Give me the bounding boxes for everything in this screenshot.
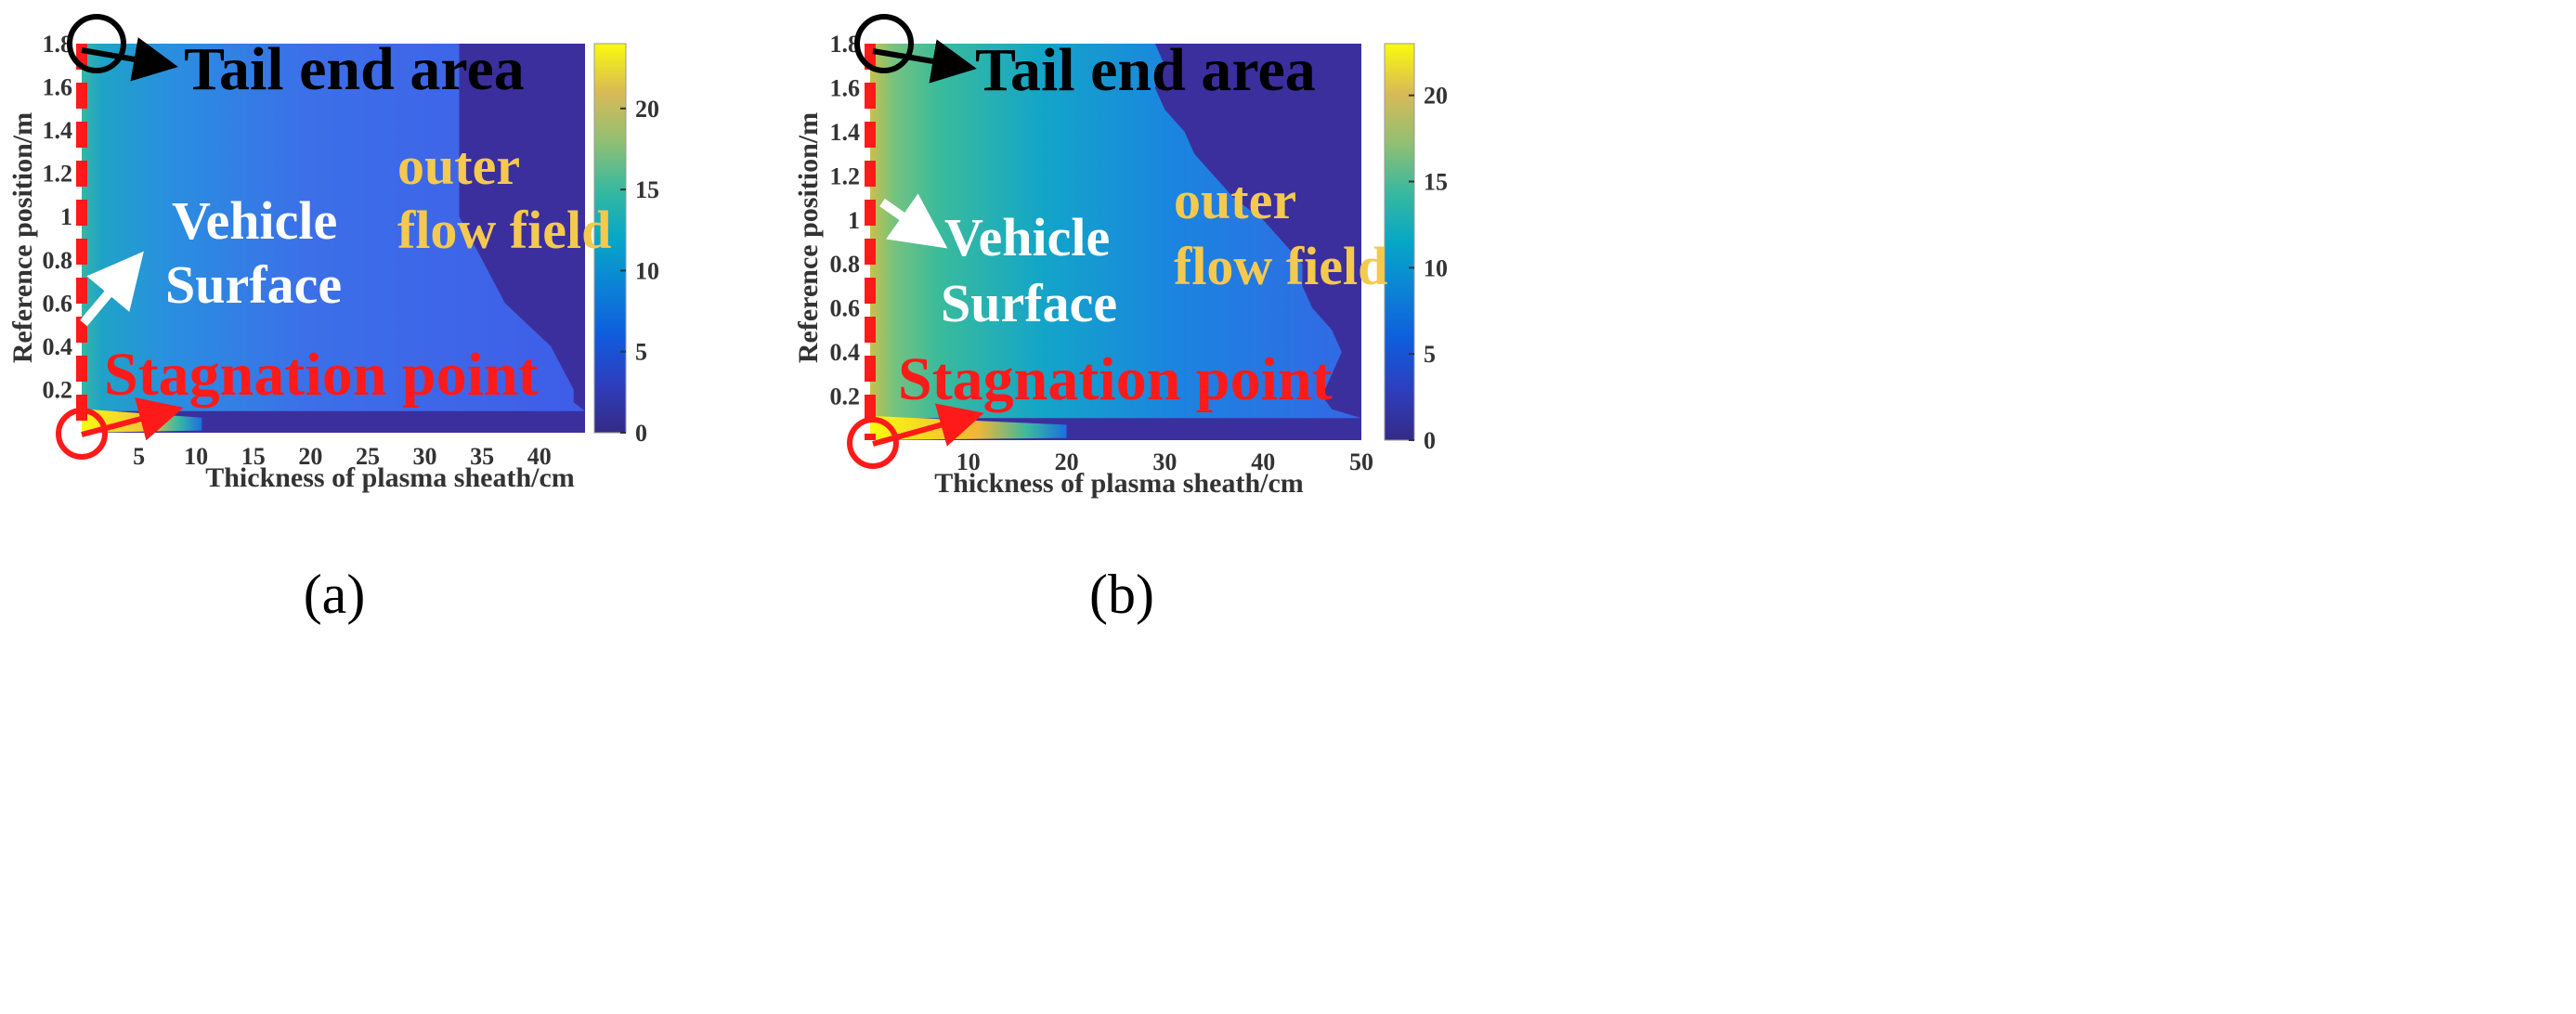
x-tick-label: 30 — [413, 443, 437, 470]
colorbar-tick-label: 10 — [1424, 254, 1448, 281]
colorbar-tick-label: 0 — [635, 420, 647, 447]
colorbar-tick-label: 10 — [635, 257, 659, 284]
stagnation-circle-marker — [56, 408, 108, 460]
panel-label: (a) — [304, 564, 366, 625]
stagnation-circle-marker — [847, 417, 899, 469]
x-tick-label: 25 — [356, 443, 380, 470]
x-tick-label: 40 — [527, 443, 552, 470]
x-tick-label: 35 — [470, 443, 494, 470]
panel-a: 0.20.40.60.811.21.41.61.85 10 15 20 25 30 35 40… — [7, 14, 659, 625]
panel-label: (b) — [1089, 564, 1154, 625]
y-tick-label: 1.2 — [830, 162, 861, 189]
tail-end-circle-marker — [854, 14, 914, 73]
x-tick-label: 50 — [1349, 448, 1373, 475]
y-tick-label: 1.4 — [43, 117, 73, 144]
tail-end-arrow-icon — [81, 37, 178, 82]
surface-label: Surface — [941, 273, 1117, 333]
y-tick-label: 0.4 — [43, 333, 73, 360]
tail-end-arrow-icon — [872, 39, 977, 84]
stagnation-point-label: Stagnation point — [104, 341, 539, 409]
stagnation-point-label: Stagnation point — [898, 345, 1333, 413]
outer-label: outer — [1174, 170, 1296, 230]
x-tick-label: 10 — [956, 448, 981, 475]
y-tick-label: 1 — [60, 203, 72, 230]
x-tick-label: 20 — [298, 443, 322, 470]
colorbar-tick-label: 20 — [635, 96, 659, 123]
outer-label: outer — [397, 136, 520, 196]
colorbar-tick-label: 0 — [1424, 427, 1436, 454]
vehicle-label: Vehicle — [172, 190, 337, 251]
vehicle-surface-region — [870, 44, 1361, 440]
stagnation-arrow-icon — [872, 403, 984, 447]
y-tick-label: 0.6 — [43, 290, 73, 317]
stagnation-low-band — [82, 410, 585, 433]
x-axis-label: Thickness of plasma sheath/cm — [934, 468, 1304, 499]
vehicle-label: Vehicle — [944, 207, 1110, 267]
y-axis-label: Reference position/m — [793, 112, 824, 363]
x-axis-label: Thickness of plasma sheath/cm — [205, 462, 575, 493]
colorbar-tick-label: 15 — [635, 176, 659, 203]
colorbar-tick-label: 15 — [1424, 169, 1448, 196]
colorbar-tick-label: 5 — [635, 339, 647, 366]
y-tick-label: 0.6 — [830, 295, 861, 322]
vehicle-surface-arrow-icon — [879, 193, 948, 249]
x-tick-label: 40 — [1251, 448, 1275, 475]
tail-end-area-label: Tail end area — [975, 36, 1316, 104]
y-tick-label: 1.6 — [43, 74, 73, 101]
colorbar — [1384, 43, 1415, 441]
x-tick-label: 20 — [1055, 448, 1079, 475]
x-tick-label: 30 — [1152, 448, 1177, 475]
x-tick-label: 10 — [184, 443, 208, 470]
y-tick-label: 0.2 — [830, 384, 861, 410]
colorbar-tick-label: 20 — [1424, 83, 1448, 110]
flow-field-label: flow field — [1174, 236, 1387, 296]
y-tick-label: 0.8 — [43, 247, 73, 274]
y-tick-label: 1.4 — [830, 119, 861, 146]
y-tick-label: 1.2 — [43, 161, 73, 188]
x-tick-label: 5 — [133, 443, 145, 470]
tail-end-area-label: Tail end area — [184, 35, 525, 103]
y-axis-label: Reference position/m — [7, 112, 38, 363]
vehicle-surface-arrow-icon — [80, 251, 144, 327]
colorbar-tick-label: 5 — [1424, 341, 1436, 368]
panel-b: 0.20.40.60.811.21.41.61.810 20 30 40 50Thick… — [793, 14, 1448, 625]
surface-label: Surface — [165, 254, 342, 315]
y-tick-label: 0.8 — [830, 251, 861, 278]
y-tick-label: 1.6 — [830, 74, 861, 101]
vehicle-surface-region — [82, 44, 585, 433]
tail-end-circle-marker — [67, 14, 126, 73]
y-tick-label: 1 — [848, 207, 860, 234]
y-tick-label: 0.2 — [43, 376, 73, 403]
x-tick-label: 15 — [241, 443, 266, 470]
flow-field-label: flow field — [397, 200, 611, 260]
y-tick-label: 0.4 — [830, 339, 861, 366]
stagnation-arrow-icon — [81, 397, 184, 441]
